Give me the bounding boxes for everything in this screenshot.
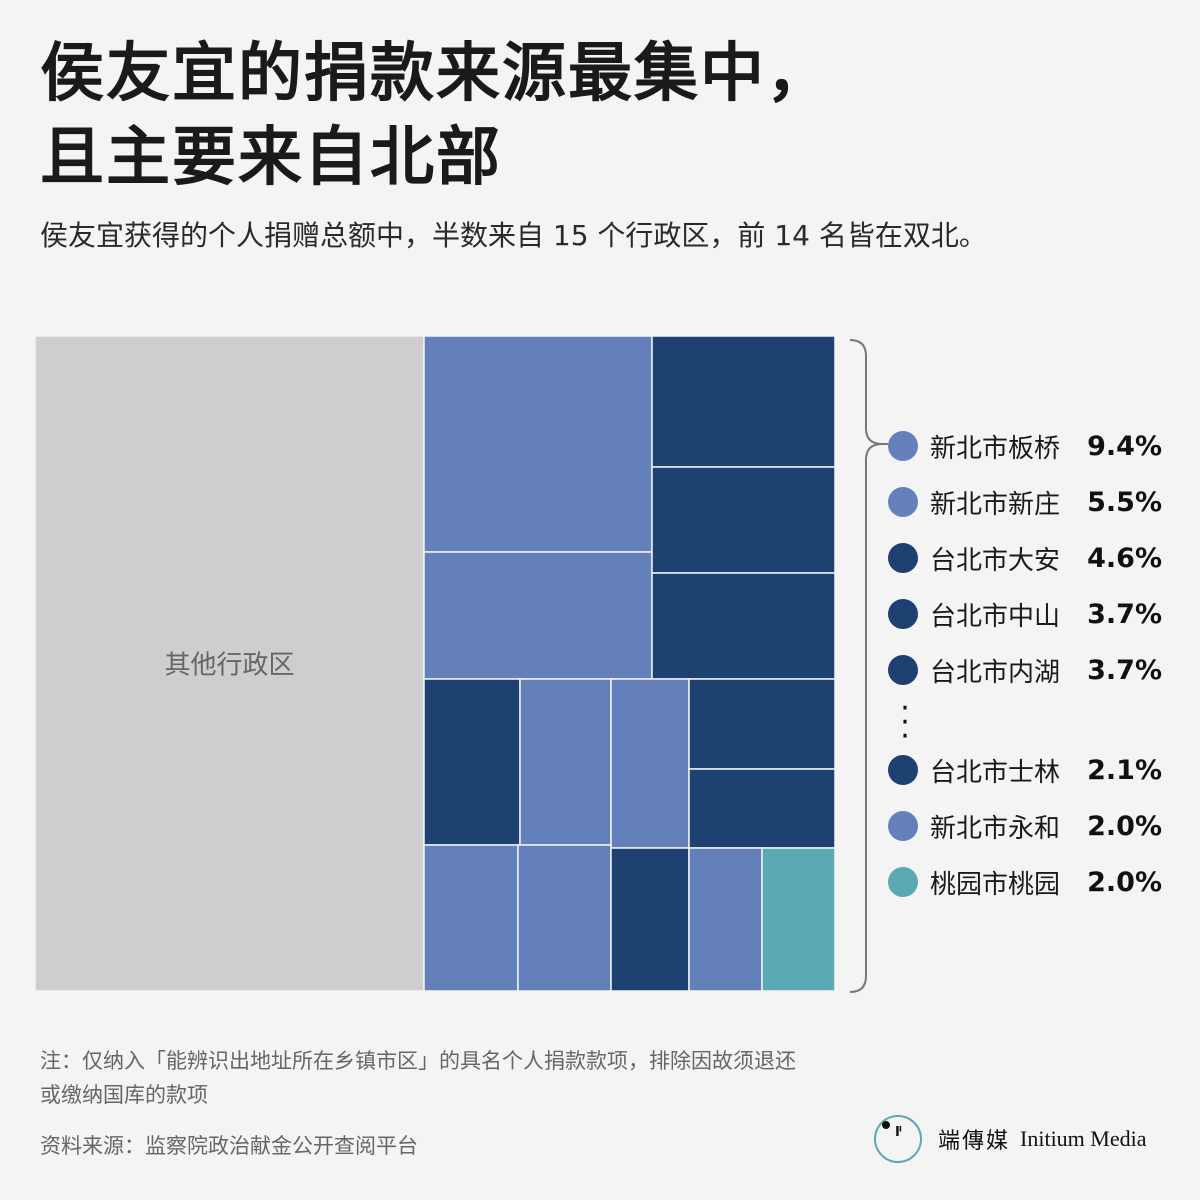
brand-glyph: Iᴵ [895, 1125, 902, 1140]
legend-swatch-icon [888, 599, 918, 629]
treemap-cell-15 [761, 847, 836, 992]
treemap-cell-5 [651, 572, 836, 680]
legend-value: 3.7% [1087, 598, 1162, 630]
legend-item: 台北市内湖 3.7% [888, 642, 1178, 698]
treemap-cell-6 [423, 678, 521, 846]
treemap-cell-1 [423, 335, 653, 553]
brand-dot [882, 1121, 890, 1129]
title-line-1: 侯友宜的捐款来源最集中， [40, 37, 832, 111]
title-line-2: 且主要来自北部 [40, 121, 502, 195]
legend-label: 新北市永和 [930, 813, 1061, 844]
treemap-cell-3 [651, 335, 836, 468]
legend-label: 台北市中山 [930, 601, 1061, 632]
footnote: 注：仅纳入「能辨识出地址所在乡镇市区」的具名个人捐款款项，排除因故须退还 或缴纳… [40, 1044, 900, 1112]
legend-value: 9.4% [1087, 430, 1162, 462]
legend-swatch-icon [888, 867, 918, 897]
brand-icon: Iᴵ [874, 1115, 922, 1163]
treemap-cell-4 [651, 466, 836, 574]
brand-name-english: Initium Media [1020, 1126, 1147, 1151]
brand-name-chinese: 端傳媒 [938, 1129, 1011, 1154]
legend-label: 台北市大安 [930, 545, 1061, 576]
legend-swatch-icon [888, 755, 918, 785]
legend-item: 台北市中山 3.7% [888, 586, 1178, 642]
footnote-line-1: 注：仅纳入「能辨识出地址所在乡镇市区」的具名个人捐款款项，排除因故须退还 [40, 1049, 796, 1073]
treemap-cell-2 [423, 551, 653, 680]
legend-label: 台北市内湖 [930, 657, 1061, 688]
legend-label: 新北市板桥 [930, 433, 1061, 464]
legend-value: 2.1% [1087, 754, 1162, 786]
legend-label: 桃园市桃园 [930, 869, 1061, 900]
treemap-cell-7 [519, 678, 612, 846]
treemap-cell-13 [610, 847, 690, 992]
other-districts-label: 其他行政区 [164, 651, 294, 681]
legend-swatch-icon [888, 543, 918, 573]
footnote-line-2: 或缴纳国库的款项 [40, 1083, 208, 1107]
legend-value: 2.0% [1087, 866, 1162, 898]
legend-label: 台北市士林 [930, 757, 1061, 788]
legend-item: 台北市大安 4.6% [888, 530, 1178, 586]
treemap-cell-11 [423, 844, 519, 992]
legend-item: 新北市永和 2.0% [888, 798, 1178, 854]
legend-label: 新北市新庄 [930, 489, 1061, 520]
legend-value: 3.7% [1087, 654, 1162, 686]
chart-subtitle: 侯友宜获得的个人捐赠总额中，半数来自 15 个行政区，前 14 名皆在双北。 [40, 219, 987, 252]
treemap-cell-10 [688, 768, 836, 849]
legend-swatch-icon [888, 431, 918, 461]
treemap-cell-12 [517, 844, 612, 992]
legend-value: 2.0% [1087, 810, 1162, 842]
legend-item: 台北市士林 2.1% [888, 742, 1178, 798]
treemap-cell-14 [688, 847, 763, 992]
legend-ellipsis-icon: · · · [900, 691, 910, 754]
treemap-cell-8 [610, 678, 690, 849]
brand-logo: Iᴵ 端傳媒 Initium Media [874, 1115, 1147, 1163]
chart-title: 侯友宜的捐款来源最集中， 且主要来自北部 [40, 32, 1160, 200]
legend-value: 5.5% [1087, 486, 1162, 518]
treemap-cell-9 [688, 678, 836, 770]
treemap-cells [34, 335, 836, 992]
legend-swatch-icon [888, 655, 918, 685]
legend-item: 桃园市桃园 2.0% [888, 854, 1178, 910]
legend-bracket [849, 339, 888, 993]
data-source: 资料来源：监察院政治献金公开查阅平台 [40, 1134, 418, 1158]
legend-swatch-icon [888, 487, 918, 517]
legend-swatch-icon [888, 811, 918, 841]
legend-item: 新北市板桥 9.4% [888, 418, 1178, 474]
legend-value: 4.6% [1087, 542, 1162, 574]
legend-item: 新北市新庄 5.5% [888, 474, 1178, 530]
